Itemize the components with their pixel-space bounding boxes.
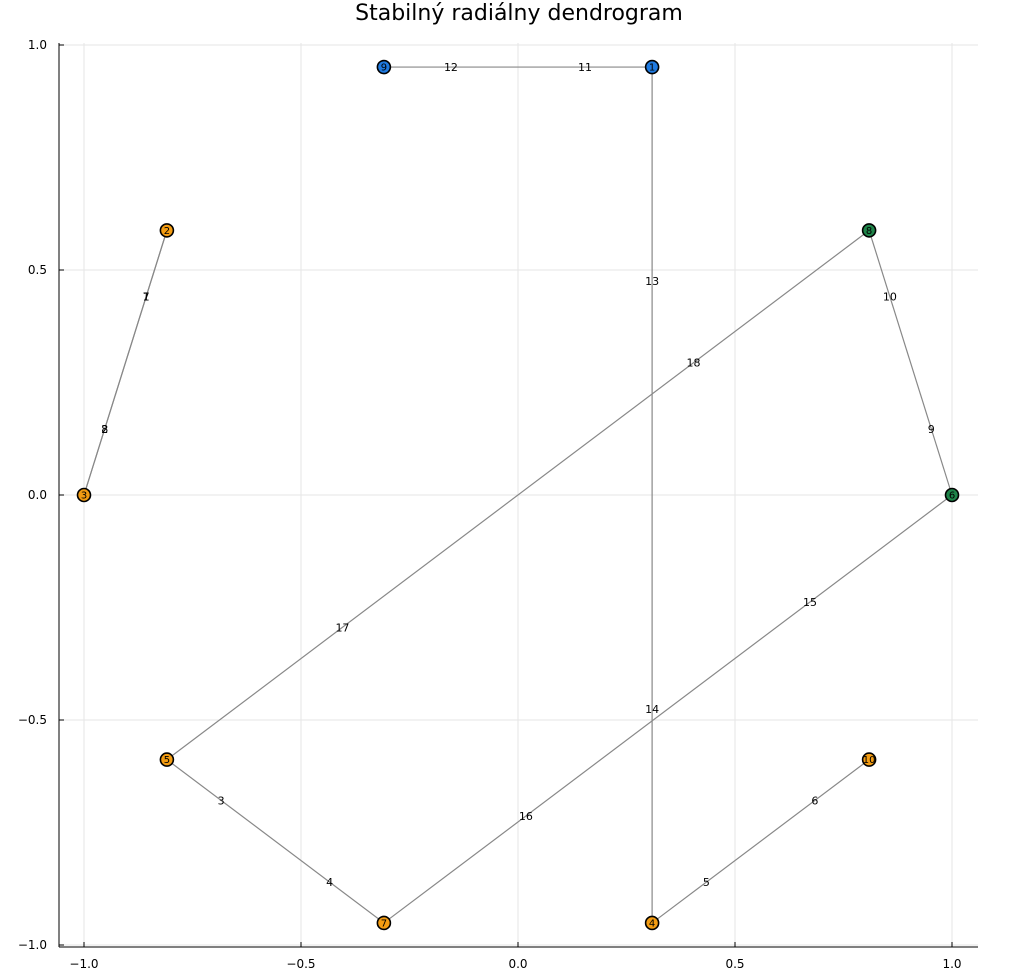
edge-label: 2 — [101, 423, 108, 436]
edge-label: 7 — [143, 291, 150, 304]
node-label: 5 — [164, 755, 170, 766]
edge-5-8 — [166, 229, 870, 761]
chart-title: Stabilný radiálny dendrogram — [355, 1, 683, 26]
node-1 — [644, 59, 660, 75]
ticks: −1.0 −0.5 0.0 0.5 1.0 −1.0 −0.5 0.0 0.5 1.0 — [18, 38, 962, 971]
edges — [83, 66, 953, 924]
y-tick-label: −0.5 — [18, 713, 47, 727]
edge-6-7 — [383, 494, 953, 924]
edge-label: 5 — [703, 876, 710, 889]
node-label: 8 — [866, 226, 872, 237]
edge-label: 15 — [803, 596, 817, 609]
node-2 — [159, 223, 175, 238]
edge-label: 12 — [444, 61, 458, 74]
x-tick-label: 0.5 — [725, 957, 744, 971]
edge-label: 11 — [578, 61, 592, 74]
x-tick-label: 1.0 — [942, 957, 961, 971]
edge-label: 9 — [928, 423, 935, 436]
node-label: 10 — [863, 755, 876, 766]
y-tick-label: 1.0 — [28, 38, 47, 52]
y-tick-label: 0.5 — [28, 263, 47, 277]
edge-label: 1 — [143, 291, 150, 304]
node-3 — [76, 487, 92, 503]
x-tick-label: −1.0 — [69, 957, 98, 971]
node-8 — [861, 223, 877, 238]
edge-3-2 — [83, 230, 168, 496]
node-label: 9 — [381, 63, 387, 74]
edge-4-10 — [651, 759, 870, 924]
node-label: 4 — [649, 918, 655, 929]
node-7 — [376, 915, 392, 931]
edge-5-7 — [166, 759, 385, 924]
edge-label: 17 — [335, 621, 349, 634]
node-label: 6 — [949, 491, 955, 502]
edge-label: 8 — [101, 423, 108, 436]
node-6 — [944, 487, 960, 503]
node-label: 2 — [164, 226, 170, 237]
y-tick-label: 0.0 — [28, 488, 47, 502]
node-4 — [644, 915, 660, 931]
edge-label: 3 — [218, 794, 225, 807]
edge-label: 18 — [687, 357, 701, 370]
node-label: 3 — [81, 491, 87, 502]
x-tick-label: 0.0 — [508, 957, 527, 971]
x-tick-label: −0.5 — [286, 957, 315, 971]
node-label: 7 — [381, 918, 387, 929]
node-9 — [376, 59, 392, 75]
edge-label: 4 — [326, 876, 333, 889]
node-10 — [861, 752, 877, 767]
edge-label: 6 — [811, 794, 818, 807]
node-5 — [159, 752, 175, 767]
y-tick-label: −1.0 — [18, 938, 47, 952]
edge-6-8 — [868, 230, 953, 496]
edge-label: 10 — [883, 291, 897, 304]
edge-label: 13 — [645, 275, 659, 288]
node-label: 1 — [649, 63, 655, 74]
edge-label: 14 — [645, 703, 659, 716]
edge-label: 16 — [519, 810, 533, 823]
nodes: 192 83 65 107 4 — [76, 59, 960, 931]
